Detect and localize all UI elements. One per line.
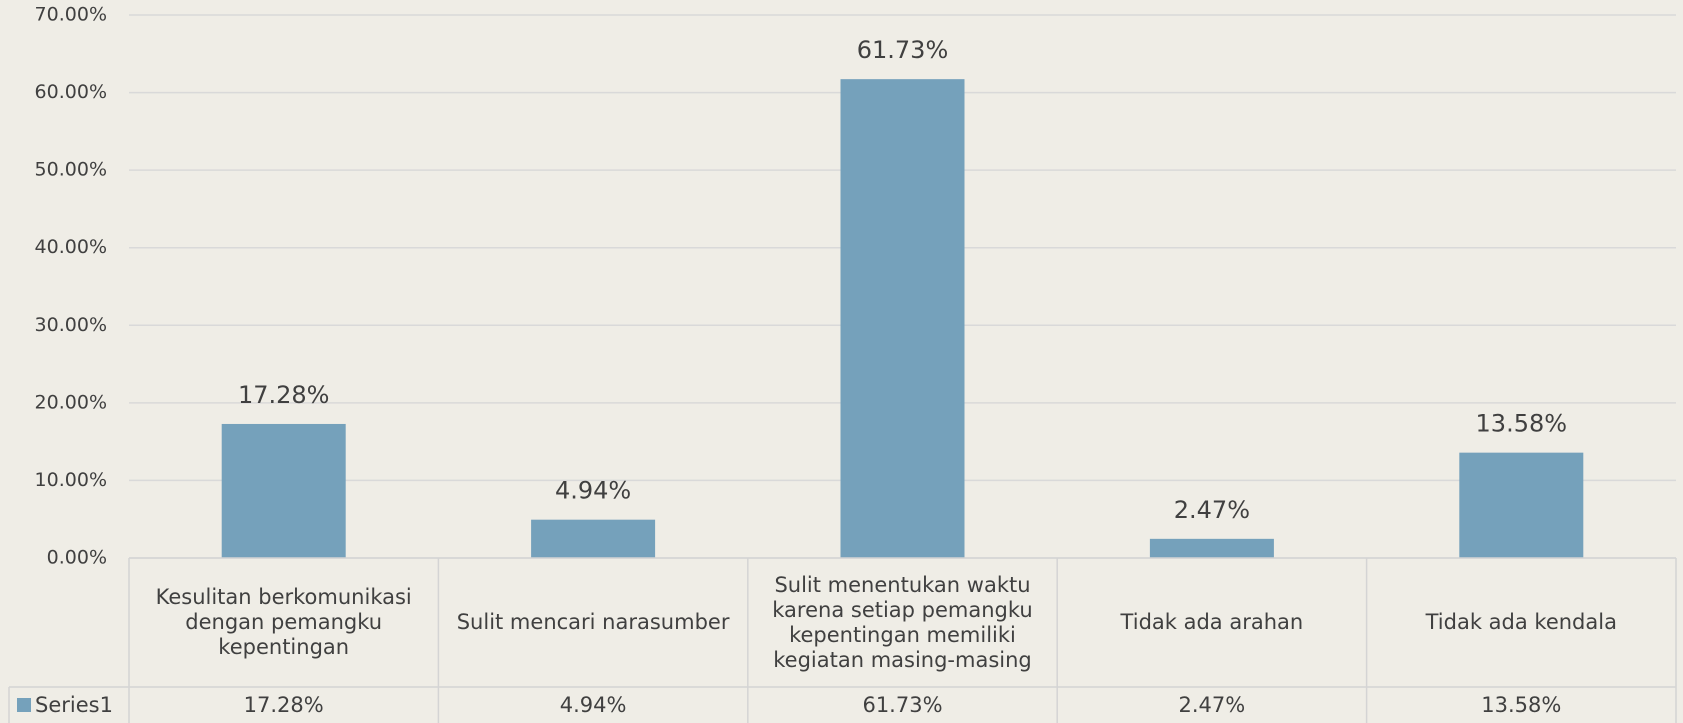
bar xyxy=(840,79,965,558)
bar xyxy=(1459,452,1584,558)
y-tick-label: 60.00% xyxy=(35,81,107,103)
data-label: 17.28% xyxy=(238,381,330,409)
category-label: Sulit menentukan waktu karena setiap pem… xyxy=(772,572,1033,672)
y-tick-label: 70.00% xyxy=(35,4,107,26)
category-label: Tidak ada arahan xyxy=(1120,610,1304,634)
data-label: 61.73% xyxy=(857,36,949,64)
table-value: 13.58% xyxy=(1481,692,1562,717)
legend-label: Series1 xyxy=(35,692,113,717)
y-tick-label: 50.00% xyxy=(35,159,107,181)
bar xyxy=(221,423,346,558)
table-value: 4.94% xyxy=(559,692,627,717)
y-tick-label: 40.00% xyxy=(35,236,107,258)
bar xyxy=(1149,538,1274,558)
y-tick-label: 10.00% xyxy=(35,469,107,491)
table-value: 17.28% xyxy=(243,692,324,717)
data-label: 4.94% xyxy=(555,477,631,505)
table-value: 2.47% xyxy=(1178,692,1246,717)
category-label: Tidak ada kendala xyxy=(1425,610,1617,634)
data-label: 2.47% xyxy=(1174,496,1250,524)
legend-swatch xyxy=(17,698,31,712)
table-value: 61.73% xyxy=(862,692,943,717)
y-tick-label: 20.00% xyxy=(35,391,107,413)
bar xyxy=(531,519,656,558)
category-label: Sulit mencari narasumber xyxy=(456,610,730,634)
category-label: Kesulitan berkomunikasi dengan pemangku … xyxy=(155,585,412,659)
y-tick-label: 30.00% xyxy=(35,314,107,336)
y-tick-label: 0.00% xyxy=(47,547,107,569)
data-label: 13.58% xyxy=(1476,410,1568,438)
